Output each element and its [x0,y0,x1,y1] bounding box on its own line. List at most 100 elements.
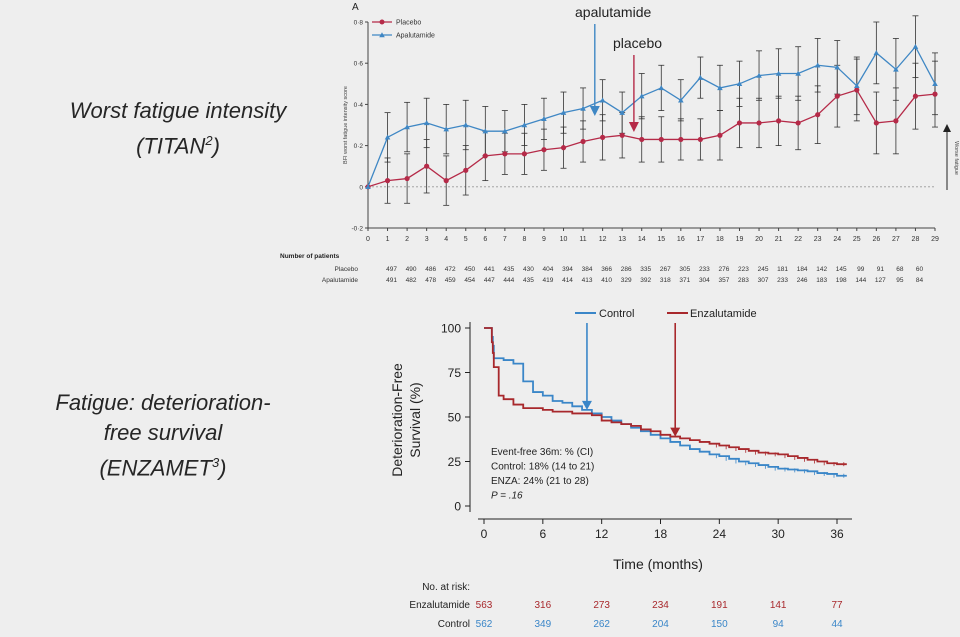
patients-row-label: Placebo [335,266,359,273]
data-point-placebo [384,178,391,184]
patients-count: 233 [777,277,788,284]
data-point-placebo [600,134,606,140]
data-point-apalutamide [404,124,410,130]
x-tick-label: 11 [579,236,586,243]
x-tick-label: 6 [539,527,546,541]
data-point-apalutamide [853,83,860,89]
data-point-placebo [463,167,469,173]
x-tick-label: 9 [542,236,546,243]
patients-count: 392 [640,277,651,284]
x-tick-label: 2 [405,236,409,243]
data-point-placebo [639,136,645,143]
data-point-apalutamide [834,64,841,70]
y-tick-label: 25 [448,455,462,469]
data-point-placebo [815,112,821,118]
x-axis-label: Time (months) [613,556,703,572]
x-tick-label: 8 [522,236,526,243]
stats-line: Control: 18% (14 to 21) [491,462,594,473]
patients-count: 384 [582,266,593,273]
x-tick-label: 29 [931,236,939,243]
x-tick-label: 17 [696,236,704,243]
data-point-apalutamide [697,74,704,80]
patients-count: 198 [836,277,847,284]
patients-count: 478 [425,277,436,284]
series-line-apalutamide [367,45,936,188]
patients-count: 435 [523,277,534,284]
titan-fatigue-chart: A-0·200·20·40·60·80 1 2 3 4 5 6 7 8 9 10 11 12 13 14 15… [280,2,959,284]
legend-label-control: Control [599,308,634,320]
stats-line: Event-free 36m: % (CI) [491,447,593,458]
data-point-apalutamide [795,70,801,76]
patients-count: 183 [816,277,827,284]
km-curve-control [484,327,847,477]
annotation-apalutamide: apalutamide [575,4,651,20]
y-tick-label: 0·4 [354,102,364,109]
patients-count: 223 [738,266,749,273]
patients-count: 91 [877,266,885,273]
patients-count: 181 [777,266,788,273]
data-point-apalutamide [365,184,371,189]
patients-count: 447 [484,277,495,284]
x-tick-label: 7 [503,236,507,243]
data-point-apalutamide [502,128,508,134]
x-tick-label: 5 [464,236,468,243]
patients-table-title: Number of patients [280,253,340,260]
data-point-placebo [560,145,567,151]
patients-count: 318 [660,277,671,284]
patients-count: 286 [621,266,632,273]
data-point-apalutamide [482,128,489,134]
patients-count: 410 [601,277,612,284]
patients-count: 335 [640,266,651,273]
patients-count: 184 [797,266,808,273]
data-point-apalutamide [619,109,625,115]
enzamet-ref: (ENZAMET3) [99,455,227,481]
patients-count: 435 [503,266,514,273]
x-tick-label: 4 [444,236,448,243]
risk-count: 204 [652,619,669,630]
data-point-apalutamide [814,62,821,68]
patients-count: 371 [679,277,690,284]
titan-label: Worst fatigue intensity (TITAN2) [18,96,338,161]
data-point-placebo [502,151,508,157]
data-point-placebo [912,93,919,99]
data-point-placebo [756,120,762,126]
patients-count: 276 [719,266,730,273]
patients-count: 144 [855,277,866,284]
x-tick-label: 19 [736,236,744,243]
patients-count: 491 [386,277,397,284]
x-tick-label: 14 [638,236,646,243]
y-tick-label: 0·2 [354,143,364,150]
patients-count: 472 [445,266,456,273]
risk-table-title: No. at risk: [422,582,470,593]
worse-fatigue-label: Worse fatigue [953,141,959,175]
patients-count: 305 [679,266,690,273]
patients-count: 283 [738,277,749,284]
patients-count: 304 [699,277,710,284]
data-point-placebo [443,178,449,184]
data-point-placebo [775,118,782,124]
x-tick-label: 6 [483,236,487,243]
enzamet-title-line1: Fatigue: deterioration- [55,390,271,415]
patients-count: 127 [875,277,886,284]
x-tick-label: 24 [713,527,727,541]
x-tick-label: 12 [599,236,607,243]
data-point-placebo [424,163,430,169]
data-point-apalutamide [932,81,938,86]
x-tick-label: 16 [677,236,685,243]
x-tick-label: 0 [366,236,370,243]
risk-row-label: Control [438,619,470,630]
risk-count: 562 [476,619,493,630]
patients-count: 454 [464,277,475,284]
y-tick-label: 0·8 [354,20,364,27]
data-point-apalutamide [443,126,450,132]
x-tick-label: 20 [755,236,763,243]
data-point-apalutamide [873,50,880,56]
patients-count: 142 [816,266,827,273]
data-point-apalutamide [756,72,762,78]
panel-letter: A [352,2,359,13]
patients-count: 497 [386,266,397,273]
data-point-apalutamide [717,85,723,91]
data-point-placebo [619,132,625,138]
x-tick-label: 21 [775,236,783,243]
